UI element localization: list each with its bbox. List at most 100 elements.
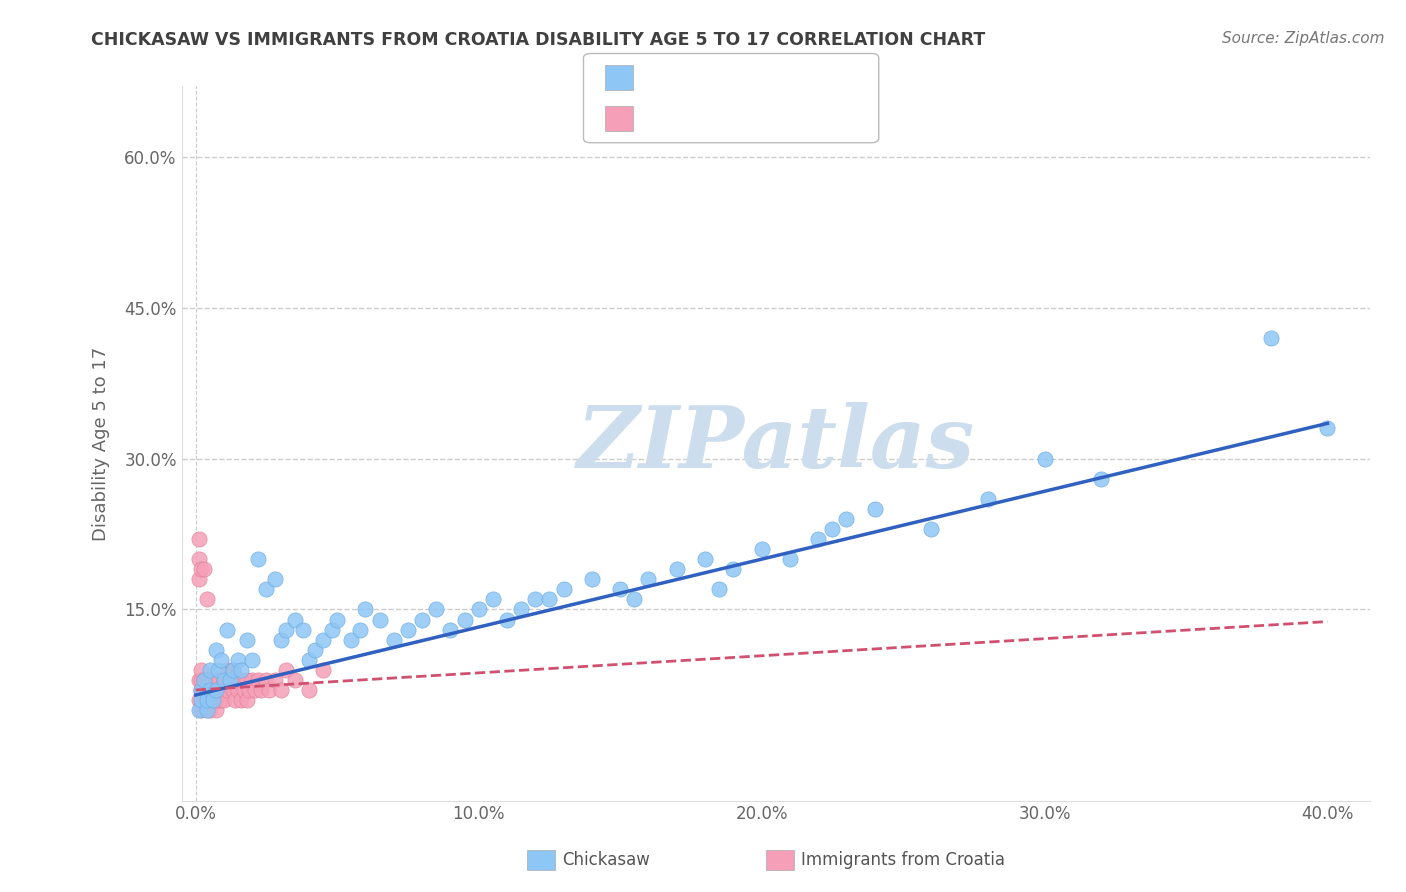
Point (240, 653, 263, 667)
Point (284, 673, 307, 687)
Point (215, 623, 238, 637)
Point (637, 572, 659, 586)
Point (243, 682, 266, 697)
Text: CHICKASAW VS IMMIGRANTS FROM CROATIA DISABILITY AGE 5 TO 17 CORRELATION CHART: CHICKASAW VS IMMIGRANTS FROM CROATIA DIS… (91, 31, 986, 49)
Point (212, 693, 235, 707)
Point (439, 623, 461, 637)
Point (201, 673, 224, 687)
Point (807, 532, 830, 546)
Text: Immigrants from Croatia: Immigrants from Croatia (801, 851, 1005, 869)
Point (207, 693, 229, 707)
Point (212, 673, 235, 687)
Point (190, 682, 212, 697)
Point (396, 623, 419, 637)
Point (510, 602, 533, 616)
Point (209, 693, 232, 707)
Point (187, 572, 209, 586)
Point (198, 693, 221, 707)
Point (304, 642, 326, 657)
Point (368, 613, 391, 627)
Point (240, 673, 263, 687)
Point (195, 703, 218, 717)
Point (201, 693, 224, 707)
Point (249, 682, 271, 697)
Point (229, 693, 252, 707)
Point (207, 663, 229, 677)
Point (193, 693, 215, 707)
Point (524, 592, 547, 607)
Point (190, 673, 212, 687)
Point (190, 693, 212, 707)
Point (190, 562, 212, 576)
Point (264, 572, 287, 586)
Point (204, 682, 226, 697)
Point (195, 682, 218, 697)
Point (193, 693, 215, 707)
Point (193, 562, 215, 576)
Point (264, 673, 287, 687)
Point (221, 663, 243, 677)
Point (425, 602, 447, 616)
Point (193, 673, 215, 687)
Point (204, 682, 226, 697)
Point (665, 562, 688, 576)
Point (209, 653, 232, 667)
Point (259, 682, 281, 697)
Point (193, 682, 215, 697)
Point (453, 613, 475, 627)
Point (340, 632, 363, 647)
Point (224, 673, 246, 687)
Point (204, 703, 226, 717)
Point (204, 642, 226, 657)
Point (270, 682, 292, 697)
Point (198, 682, 221, 697)
Point (977, 491, 1000, 506)
Point (221, 663, 243, 677)
Point (863, 501, 886, 516)
Point (723, 562, 745, 576)
Point (256, 582, 278, 597)
Point (195, 693, 218, 707)
Point (207, 682, 229, 697)
Point (207, 673, 229, 687)
Point (187, 532, 209, 546)
Point (190, 682, 212, 697)
Point (235, 632, 257, 647)
Point (229, 663, 252, 677)
Point (198, 703, 221, 717)
Point (201, 682, 224, 697)
Point (187, 673, 209, 687)
Point (195, 703, 218, 717)
Point (609, 582, 631, 597)
Point (298, 653, 321, 667)
Text: Chickasaw: Chickasaw (562, 851, 650, 869)
Point (270, 632, 292, 647)
Point (553, 582, 575, 597)
Text: Source: ZipAtlas.com: Source: ZipAtlas.com (1222, 31, 1385, 46)
Point (215, 663, 238, 677)
Point (187, 693, 209, 707)
Point (235, 693, 257, 707)
Point (218, 673, 240, 687)
Point (276, 623, 298, 637)
Point (235, 673, 257, 687)
Point (209, 682, 232, 697)
Point (321, 623, 343, 637)
Point (482, 592, 505, 607)
Point (215, 682, 238, 697)
Point (623, 592, 645, 607)
Point (238, 682, 260, 697)
Point (218, 673, 240, 687)
Point (284, 613, 307, 627)
Point (1260, 331, 1282, 345)
Point (538, 592, 561, 607)
Point (467, 602, 489, 616)
Point (224, 693, 246, 707)
Point (198, 682, 221, 697)
Point (312, 663, 335, 677)
Point (226, 682, 249, 697)
Point (256, 673, 278, 687)
Point (581, 572, 603, 586)
Y-axis label: Disability Age 5 to 17: Disability Age 5 to 17 (93, 346, 110, 541)
Point (221, 682, 243, 697)
